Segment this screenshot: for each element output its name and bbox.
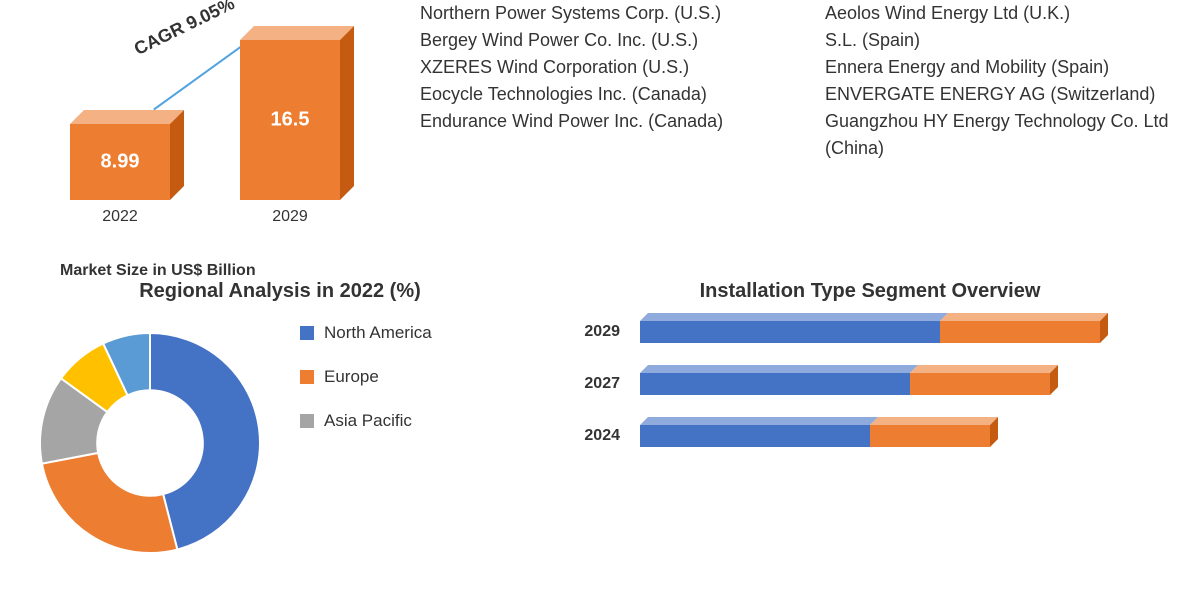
segment-bar [640, 373, 1050, 395]
segment-part-a [640, 373, 910, 395]
legend-item: North America [300, 323, 432, 343]
company-item: Ennera Energy and Mobility (Spain) [825, 54, 1200, 81]
segment-part-a [640, 321, 940, 343]
bar-2029: 16.5 [240, 40, 340, 200]
companies-list: Northern Power Systems Corp. (U.S.)Berge… [420, 0, 1200, 280]
bar-value: 16.5 [240, 109, 340, 132]
segment-part-a [640, 425, 870, 447]
legend-swatch [300, 370, 314, 384]
segment-title: Installation Type Segment Overview [570, 280, 1170, 303]
bar-value: 8.99 [70, 151, 170, 174]
regional-analysis-chart: Regional Analysis in 2022 (%) North Amer… [0, 280, 560, 600]
legend-label: North America [324, 323, 432, 343]
company-item: Bergey Wind Power Co. Inc. (U.S.) [420, 27, 795, 54]
legend-item: Europe [300, 367, 432, 387]
segment-part-b [870, 425, 990, 447]
company-item: Endurance Wind Power Inc. (Canada) [420, 108, 795, 135]
company-item: XZERES Wind Corporation (U.S.) [420, 54, 795, 81]
segment-year: 2024 [570, 427, 620, 445]
bar-2022: 8.99 [70, 124, 170, 200]
donut-chart [20, 313, 280, 573]
legend-swatch [300, 414, 314, 428]
company-item: S.L. (Spain) [825, 27, 1200, 54]
installation-segment-chart: Installation Type Segment Overview 2029 2… [560, 280, 1200, 600]
segment-year: 2029 [570, 323, 620, 341]
legend-swatch [300, 326, 314, 340]
segment-row: 2024 [570, 425, 1170, 447]
segment-part-b [910, 373, 1050, 395]
company-item: ENVERGATE ENERGY AG (Switzerland) [825, 81, 1200, 108]
pie-legend: North America Europe Asia Pacific [300, 313, 432, 431]
segment-bar [640, 425, 990, 447]
segment-part-b [940, 321, 1100, 343]
market-size-bar-chart: CAGR 9.05% 8.99 16.5 2022 2029 Market Si… [0, 0, 420, 280]
companies-col-2: Aeolos Wind Energy Ltd (U.K.)S.L. (Spain… [825, 0, 1200, 280]
segment-bar [640, 321, 1100, 343]
legend-label: Asia Pacific [324, 411, 412, 431]
bar-label-2029: 2029 [240, 208, 340, 226]
donut-slice [42, 453, 177, 553]
legend-label: Europe [324, 367, 379, 387]
segment-year: 2027 [570, 375, 620, 393]
segment-row: 2029 [570, 321, 1170, 343]
company-item: Eocycle Technologies Inc. (Canada) [420, 81, 795, 108]
pie-title: Regional Analysis in 2022 (%) [20, 280, 540, 303]
company-item: Aeolos Wind Energy Ltd (U.K.) [825, 0, 1200, 27]
bar-label-2022: 2022 [70, 208, 170, 226]
companies-col-1: Northern Power Systems Corp. (U.S.)Berge… [420, 0, 795, 280]
segment-row: 2027 [570, 373, 1170, 395]
company-item: Northern Power Systems Corp. (U.S.) [420, 0, 795, 27]
company-item: Guangzhou HY Energy Technology Co. Ltd (… [825, 108, 1200, 162]
legend-item: Asia Pacific [300, 411, 432, 431]
market-size-caption: Market Size in US$ Billion [60, 262, 256, 280]
